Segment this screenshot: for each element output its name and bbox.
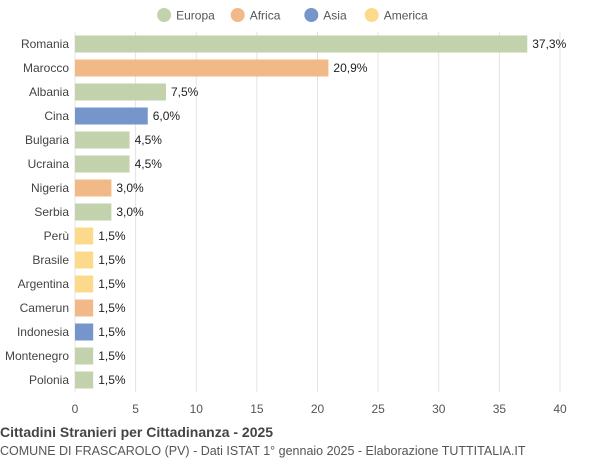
bar-chart: Europa Africa Asia America Romania Marocco Al…: [5, 8, 567, 416]
chart-title: Cittadini Stranieri per Cittadinanza - 2…: [0, 424, 274, 440]
bar-montenegro: [75, 347, 94, 365]
category-label-indonesia: Indonesia: [17, 325, 69, 339]
value-label-peru: 1,5%: [98, 229, 126, 243]
value-label-argentina: 1,5%: [98, 277, 126, 291]
value-label-ucraina: 4,5%: [135, 157, 163, 171]
x-axis-ticks: 0 5 10 15 20 25 30 35 40: [72, 402, 567, 416]
category-label-polonia: Polonia: [29, 373, 69, 387]
value-label-romania: 37,3%: [532, 37, 566, 51]
bar-peru: [75, 227, 94, 245]
bar-camerun: [75, 299, 94, 317]
category-label-serbia: Serbia: [34, 205, 69, 219]
bar-cina: [75, 107, 148, 125]
bar-albania: [75, 83, 166, 101]
category-label-romania: Romania: [21, 37, 69, 51]
bar-argentina: [75, 275, 94, 293]
x-tick-5: 5: [132, 402, 139, 416]
legend-label-europa: Europa: [176, 9, 215, 23]
category-label-montenegro: Montenegro: [5, 349, 69, 363]
category-label-albania: Albania: [29, 85, 69, 99]
legend-label-asia: Asia: [323, 9, 347, 23]
value-label-polonia: 1,5%: [98, 373, 126, 387]
value-label-cina: 6,0%: [153, 109, 181, 123]
x-tick-25: 25: [371, 402, 385, 416]
x-tick-20: 20: [311, 402, 325, 416]
category-label-camerun: Camerun: [20, 301, 69, 315]
bars: [75, 35, 528, 389]
x-tick-30: 30: [432, 402, 446, 416]
value-labels: 37,3% 20,9% 7,5% 6,0% 4,5% 4,5% 3,0% 3,0% 1,5% 1,…: [98, 37, 566, 387]
bar-romania: [75, 35, 528, 53]
value-label-nigeria: 3,0%: [116, 181, 144, 195]
value-label-marocco: 20,9%: [333, 61, 367, 75]
legend-swatch-africa: [230, 8, 245, 22]
value-label-brasile: 1,5%: [98, 253, 126, 267]
legend: Europa Africa Asia America: [157, 8, 428, 23]
category-labels: Romania Marocco Albania Cina Bulgaria Ucraina…: [5, 37, 69, 387]
bar-serbia: [75, 203, 112, 221]
bar-nigeria: [75, 179, 112, 197]
value-label-bulgaria: 4,5%: [135, 133, 163, 147]
bar-polonia: [75, 371, 94, 389]
category-label-cina: Cina: [44, 109, 69, 123]
value-label-camerun: 1,5%: [98, 301, 126, 315]
x-tick-15: 15: [250, 402, 264, 416]
x-tick-40: 40: [553, 402, 567, 416]
category-label-ucraina: Ucraina: [28, 157, 70, 171]
legend-swatch-america: [364, 8, 379, 22]
legend-label-africa: Africa: [250, 9, 281, 23]
category-label-bulgaria: Bulgaria: [25, 133, 69, 147]
bar-marocco: [75, 59, 329, 77]
category-label-marocco: Marocco: [23, 61, 69, 75]
category-label-argentina: Argentina: [18, 277, 70, 291]
value-label-montenegro: 1,5%: [98, 349, 126, 363]
bar-ucraina: [75, 155, 130, 173]
x-tick-35: 35: [493, 402, 507, 416]
value-label-serbia: 3,0%: [116, 205, 144, 219]
chart-subtitle: COMUNE DI FRASCAROLO (PV) - Dati ISTAT 1…: [0, 444, 526, 458]
x-tick-0: 0: [72, 402, 79, 416]
bar-brasile: [75, 251, 94, 269]
bar-indonesia: [75, 323, 94, 341]
value-label-albania: 7,5%: [171, 85, 199, 99]
category-label-nigeria: Nigeria: [31, 181, 69, 195]
category-label-brasile: Brasile: [32, 253, 69, 267]
legend-label-america: America: [384, 9, 428, 23]
bar-bulgaria: [75, 131, 130, 149]
category-label-peru: Perù: [44, 229, 69, 243]
x-tick-10: 10: [190, 402, 204, 416]
legend-swatch-asia: [304, 8, 319, 22]
legend-swatch-europa: [157, 8, 172, 22]
value-label-indonesia: 1,5%: [98, 325, 126, 339]
